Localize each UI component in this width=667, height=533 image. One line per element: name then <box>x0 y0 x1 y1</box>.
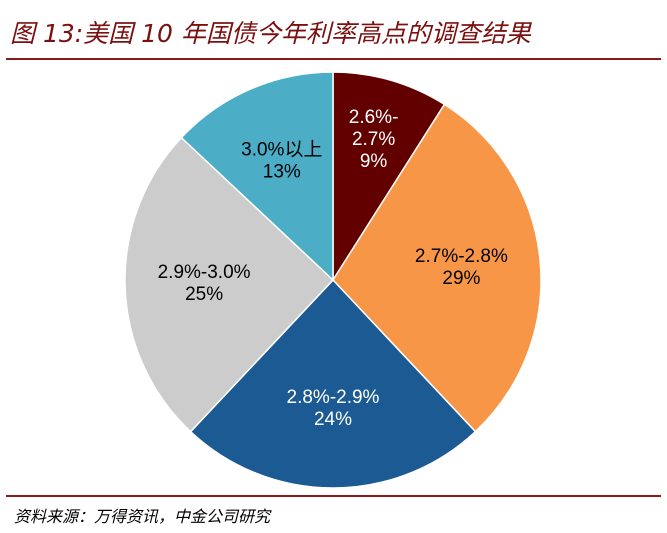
slice-1-range-label: 2.7% <box>352 129 395 150</box>
slice-1-range-label: 2.6%- <box>349 107 399 128</box>
slice-1-percent-label: 9% <box>360 151 388 172</box>
pie-slice-3 <box>189 278 477 489</box>
source-note: 资料来源：万得资讯，中金公司研究 <box>14 507 271 526</box>
source-divider <box>6 495 661 497</box>
slice-3-percent-label: 24% <box>314 409 352 430</box>
pie-labels: 2.6%-2.7%9% 2.7%-2.8%29% 2.8%-2.9%24% 2.9%-… <box>158 107 508 430</box>
pie-slices <box>124 71 542 489</box>
slice-4-percent-label: 25% <box>185 284 223 305</box>
title-divider <box>6 58 661 60</box>
pie-slice-5 <box>180 71 334 282</box>
chart-title: 图 13:美国 10 年国债今年利率高点的调查结果 <box>10 19 531 48</box>
slice-2-percent-label: 29% <box>442 268 480 289</box>
pie-slice-4 <box>124 136 335 433</box>
slice-3-range-label: 2.8%-2.9% <box>287 387 380 408</box>
pie-slice-2 <box>332 103 542 433</box>
slice-5-percent-label: 13% <box>263 162 301 183</box>
slice-5-range-label: 3.0%以上 <box>241 139 322 161</box>
slice-4-range-label: 2.9%-3.0% <box>158 262 251 283</box>
slice-2-range-label: 2.7%-2.8% <box>415 246 508 267</box>
pie-slice-1 <box>332 71 446 283</box>
